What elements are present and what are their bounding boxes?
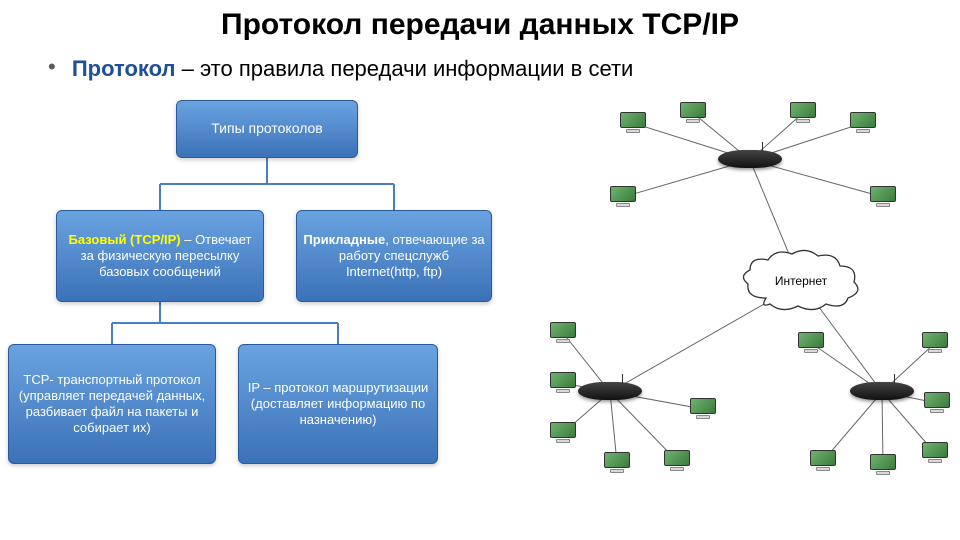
router-icon: [850, 382, 914, 406]
router-icon: [718, 150, 782, 174]
tree-node: Базовый (TCP/IP) – Отвечает за физическу…: [56, 210, 264, 302]
computer-icon: [690, 398, 716, 420]
computer-icon: [620, 112, 646, 134]
computer-icon: [550, 372, 576, 394]
computer-icon: [680, 102, 706, 124]
router-icon: [578, 382, 642, 406]
tree-node: TCP- транспортный протокол (управляет пе…: [8, 344, 216, 464]
computer-icon: [810, 450, 836, 472]
computer-icon: [922, 332, 948, 354]
computer-icon: [922, 442, 948, 464]
computer-icon: [870, 186, 896, 208]
content-area: Типы протоколов Базовый (TCP/IP) – Отвеча…: [0, 82, 960, 512]
computer-icon: [790, 102, 816, 124]
definition-term: Протокол: [72, 56, 176, 81]
computer-icon: [610, 186, 636, 208]
computer-icon: [850, 112, 876, 134]
definition-line: • Протокол – это правила передачи информ…: [48, 54, 960, 82]
title-text: Протокол передачи данных TCP/IP: [221, 8, 739, 41]
computer-icon: [550, 322, 576, 344]
tree-node: Типы протоколов: [176, 100, 358, 158]
tree-node: Прикладные, отвечающие за работу спецслу…: [296, 210, 492, 302]
network-diagram: Интернет: [550, 102, 950, 472]
internet-cloud: Интернет: [736, 248, 866, 318]
computer-icon: [870, 454, 896, 476]
computer-icon: [550, 422, 576, 444]
page-title: Протокол передачи данных TCP/IP: [0, 0, 960, 42]
computer-icon: [798, 332, 824, 354]
computer-icon: [664, 450, 690, 472]
definition-rest: – это правила передачи информации в сети: [175, 56, 633, 81]
computer-icon: [924, 392, 950, 414]
cloud-label: Интернет: [736, 274, 866, 288]
computer-icon: [604, 452, 630, 474]
bullet-icon: •: [48, 54, 56, 79]
tree-node: IP – протокол маршрутизации (доставляет …: [238, 344, 438, 464]
